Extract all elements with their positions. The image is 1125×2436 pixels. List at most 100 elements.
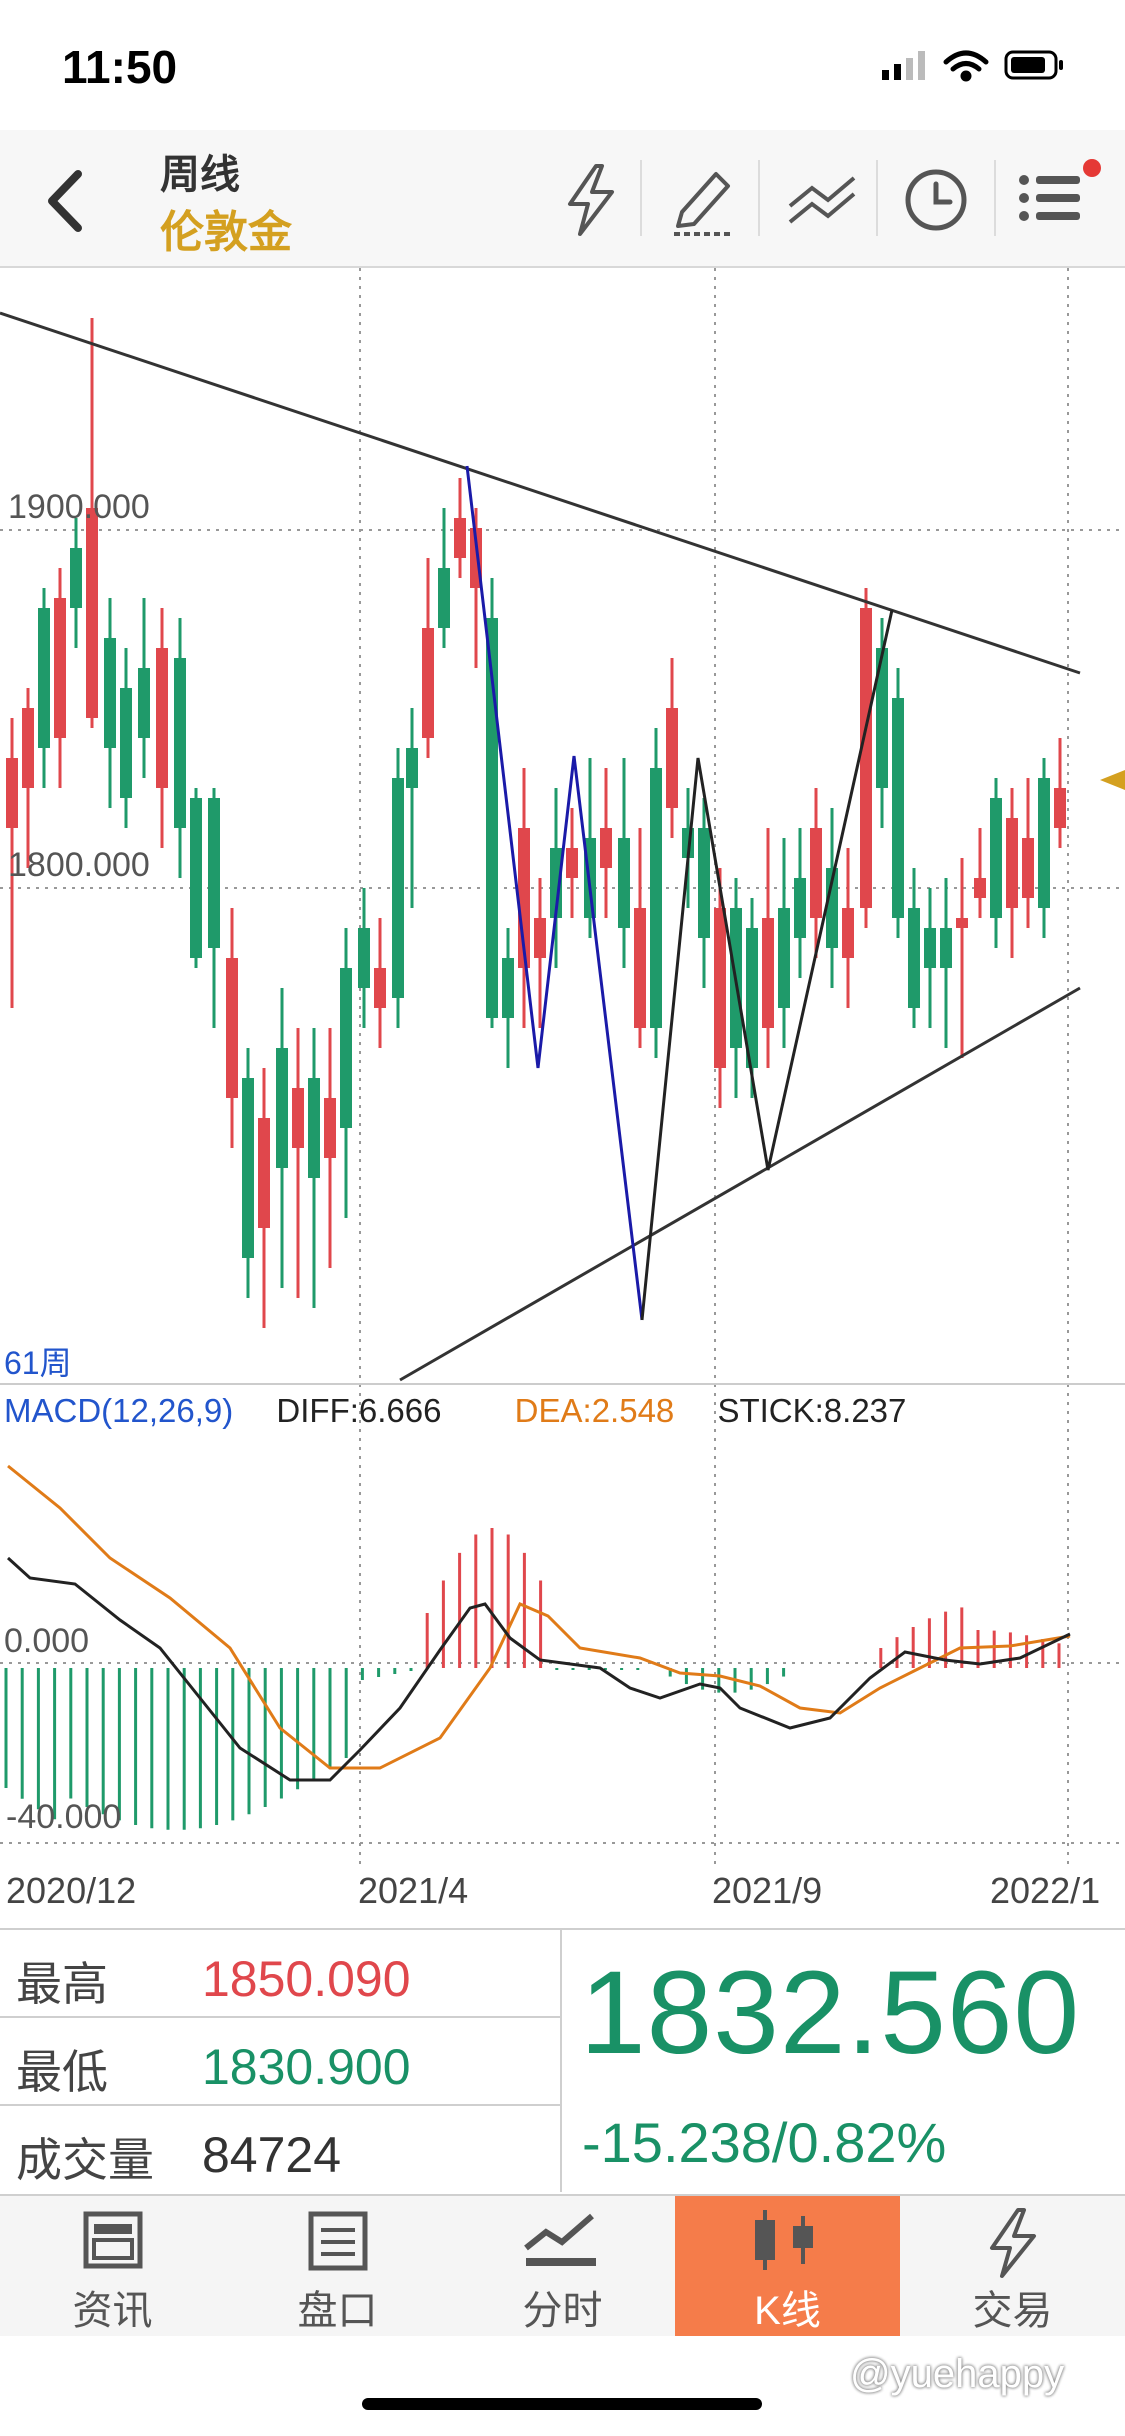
tab-label: 分时 (522, 2289, 603, 2333)
candle (486, 578, 498, 1028)
candle (374, 918, 386, 1048)
trendline-overlay (0, 311, 1081, 1382)
volume-value: 84724 (202, 2127, 342, 2183)
candle (392, 748, 404, 1028)
candle-body (454, 518, 466, 558)
tab-intraday[interactable]: 分时 (450, 2196, 675, 2336)
candle (86, 318, 98, 728)
tab-label: 资讯 (72, 2289, 153, 2333)
candle (534, 878, 546, 1028)
candle (618, 758, 630, 968)
candle-body (600, 828, 612, 868)
clock-icon[interactable] (896, 160, 976, 240)
tab-label: 盘口 (297, 2289, 378, 2333)
candle (242, 1048, 254, 1298)
instrument-name: 伦敦金 (160, 208, 292, 257)
candle-body (566, 848, 578, 878)
news-icon (83, 2211, 143, 2269)
tab-orderbook[interactable]: 盘口 (225, 2196, 450, 2336)
dea-line (7, 1464, 1071, 1770)
candle (1038, 758, 1050, 938)
header-separator (994, 160, 996, 236)
wave-line-black (640, 609, 894, 1321)
candle (6, 718, 18, 1008)
bottom-tab-bar: 资讯 盘口 分时 K线 交易 (0, 2196, 1125, 2336)
candle (860, 588, 872, 928)
battery-icon (1004, 50, 1063, 80)
candle (438, 508, 450, 648)
candle (308, 1028, 320, 1308)
candle (666, 658, 678, 838)
candle (810, 788, 822, 958)
candle (208, 788, 220, 1028)
candle (422, 558, 434, 758)
date-axis: 2020/12 2021/4 2021/9 2022/1 (0, 1862, 1125, 1920)
trade-icon (990, 2208, 1036, 2278)
wifi-icon (943, 50, 989, 82)
candle-body (104, 638, 116, 748)
chart-grid (0, 268, 1125, 1868)
candle-body (698, 828, 710, 938)
candle-body (810, 828, 822, 918)
candle-body (650, 768, 662, 1028)
candle-body (406, 748, 418, 788)
candle-body (38, 608, 50, 748)
candle-body (1054, 788, 1066, 828)
candle-body (324, 1098, 336, 1158)
draw-lines-icon[interactable] (782, 160, 862, 240)
tab-label: K线 (754, 2289, 821, 2333)
watermark: @yuehappy (850, 2352, 1065, 2396)
candle (650, 728, 662, 1058)
menu-icon[interactable] (1010, 150, 1120, 240)
candle (762, 828, 774, 1068)
candle (120, 648, 132, 828)
candle-body (778, 908, 790, 1008)
candle (634, 828, 646, 1048)
candle (276, 988, 288, 1288)
candle-body (358, 928, 370, 988)
candle (502, 928, 514, 1068)
pen-icon[interactable] (664, 160, 744, 240)
candle (70, 518, 82, 648)
back-icon[interactable] (40, 168, 90, 234)
candle (794, 828, 806, 978)
candle-body (714, 908, 726, 1068)
candle (908, 868, 920, 1028)
lightning-icon[interactable] (556, 160, 626, 240)
candle-body (892, 698, 904, 918)
low-row: 最低 1830.900 (0, 2018, 560, 2106)
candle-body (190, 798, 202, 958)
tab-news[interactable]: 资讯 (0, 2196, 225, 2336)
tab-kline[interactable]: K线 (675, 2196, 900, 2336)
candle (924, 888, 936, 1028)
candle-body (392, 778, 404, 998)
candle-body (940, 928, 952, 968)
candle-body (1006, 818, 1018, 908)
candle (258, 1068, 270, 1328)
candle-body (974, 878, 986, 898)
kline-chart[interactable]: 1900.000 1800.000 61周 0.000 -40.000 (0, 268, 1125, 1868)
candle-body (502, 958, 514, 1018)
diff-line (6, 1556, 1071, 1782)
header-separator (640, 160, 642, 236)
macd-stick: STICK:8.237 (717, 1392, 907, 1429)
candle-body (550, 848, 562, 918)
candle-body (22, 708, 34, 788)
tab-trade[interactable]: 交易 (900, 2196, 1125, 2336)
candle-body (1022, 838, 1034, 898)
candle-body (794, 878, 806, 938)
tab-label: 交易 (972, 2289, 1053, 2333)
page-title: 周线 (160, 153, 240, 197)
volume-row: 成交量 84724 (0, 2106, 560, 2192)
volume-label: 成交量 (16, 2134, 154, 2186)
home-indicator (362, 2398, 762, 2410)
macd-zero-label: 0.000 (4, 1622, 89, 1660)
wave-line-blue (465, 465, 644, 1321)
candle (22, 688, 34, 868)
date-label: 2021/9 (712, 1870, 823, 1911)
candle-body (70, 548, 82, 608)
macd-diff: DIFF:6.666 (276, 1392, 442, 1429)
price-change: -15.238/0.82% (582, 2111, 947, 2174)
date-label: 2022/1 (990, 1870, 1101, 1911)
candle-body (956, 918, 968, 928)
